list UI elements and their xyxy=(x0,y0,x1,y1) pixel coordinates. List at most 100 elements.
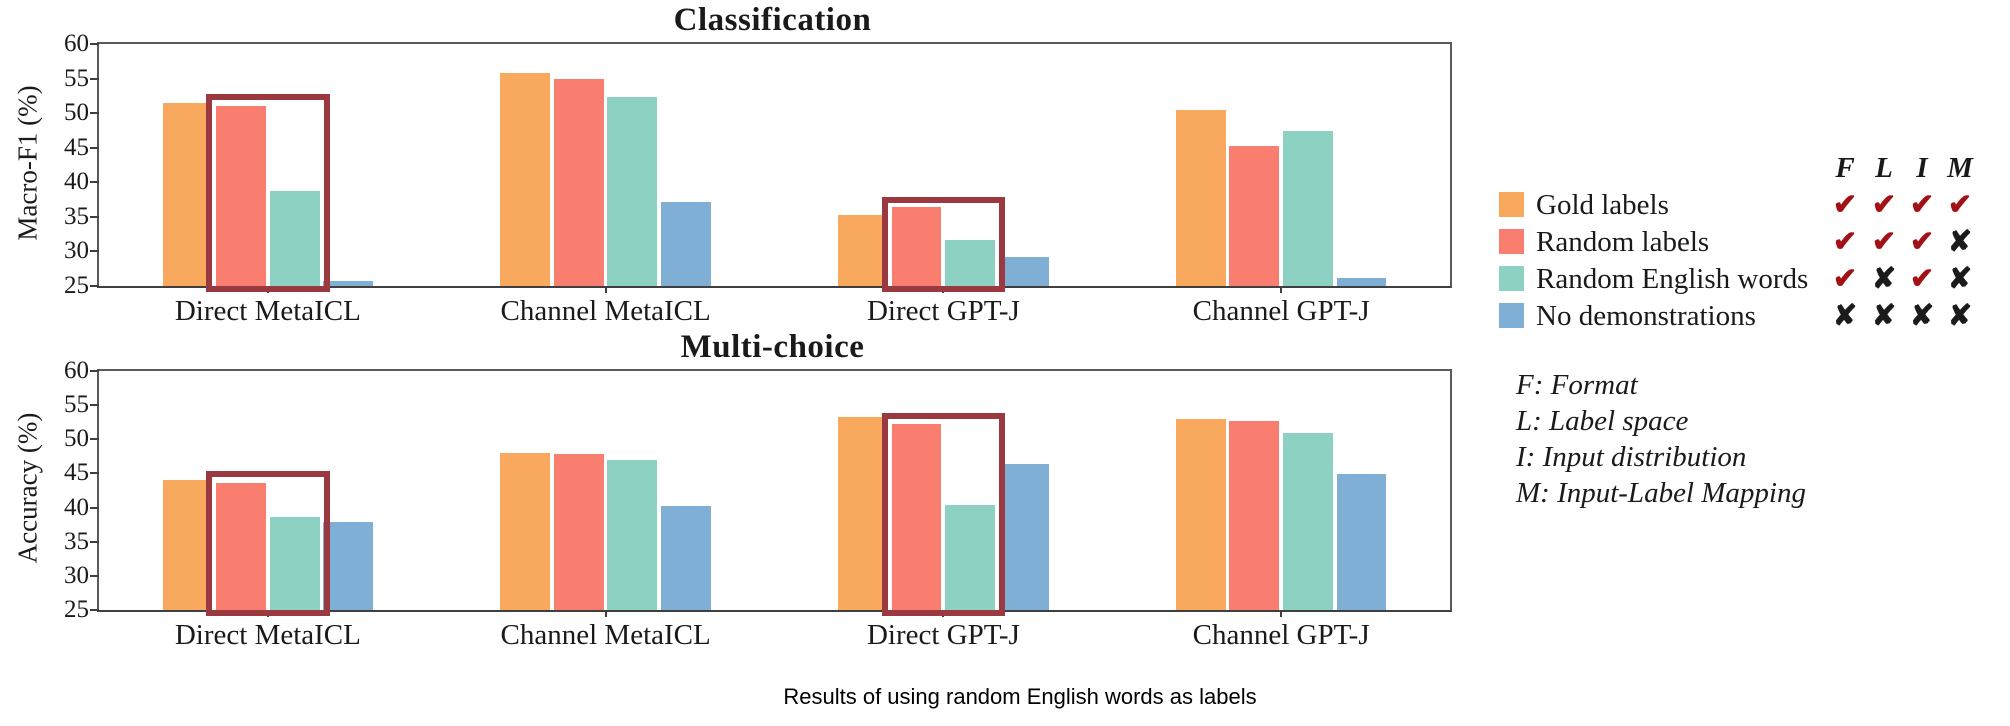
legend-note: L: Label space xyxy=(1516,405,1689,437)
bar-random-english-words xyxy=(269,517,320,610)
cross-mark-icon: ✘ xyxy=(1947,263,1973,295)
bar-random-labels xyxy=(216,482,266,610)
x-tick-mark xyxy=(1280,610,1283,617)
check-mark-icon: ✔ xyxy=(1909,263,1935,295)
x-category-label: Channel MetaICL xyxy=(500,295,711,327)
x-category-label: Channel GPT-J xyxy=(1192,295,1370,327)
bar-no-demonstrations xyxy=(998,256,1049,286)
y-tick-label: 40 xyxy=(64,493,89,521)
legend-item: Gold labels ✔ ✔ ✔ ✔ xyxy=(0,188,2010,222)
y-tick-label: 35 xyxy=(64,527,89,555)
y-tick-mark xyxy=(90,574,99,577)
cross-mark-icon: ✘ xyxy=(1947,226,1973,258)
y-tick-label: 25 xyxy=(64,272,89,299)
legend-column-header-f: F xyxy=(1835,152,1855,184)
y-tick-mark xyxy=(90,146,99,149)
y-tick-label: 60 xyxy=(64,357,89,384)
legend-item-label: Gold labels xyxy=(1536,189,1669,221)
y-tick-mark xyxy=(90,77,99,80)
x-category-label: Channel GPT-J xyxy=(1192,619,1370,651)
highlight-box xyxy=(206,471,330,616)
legend-column-header-i: I xyxy=(1916,152,1928,184)
legend-swatch xyxy=(1499,303,1524,328)
x-tick-mark xyxy=(604,286,607,293)
bar-random-labels xyxy=(891,207,942,286)
bar-no-demonstrations xyxy=(661,505,711,610)
x-tick-mark xyxy=(1280,286,1283,293)
y-tick-mark xyxy=(90,43,99,45)
legend-swatch xyxy=(1499,229,1524,254)
bar-no-demonstrations xyxy=(661,202,711,286)
bar-no-demonstrations xyxy=(323,281,374,286)
legend-column-header-m: M xyxy=(1947,152,1973,184)
plot-area-multi-choice: 60 55 50 45 40 35 30 25 Direct MetaICL Channel Me… xyxy=(64,358,1452,651)
bar-random-labels xyxy=(1229,420,1280,610)
highlight-box xyxy=(881,413,1006,616)
x-category-label: Channel MetaICL xyxy=(500,619,711,651)
check-mark-icon: ✔ xyxy=(1947,189,1973,221)
bar-random-english-words xyxy=(945,504,996,610)
bar-no-demonstrations xyxy=(323,521,374,610)
y-tick-label: 45 xyxy=(64,459,89,487)
bar-gold-labels xyxy=(500,73,551,286)
x-tick-mark xyxy=(942,610,945,617)
check-mark-icon: ✔ xyxy=(1832,263,1858,295)
y-tick-label: 25 xyxy=(64,596,89,623)
y-tick-label: 35 xyxy=(64,202,89,230)
bar-random-labels xyxy=(216,106,266,286)
legend-note: F: Format xyxy=(1516,369,1638,401)
bar-gold-labels xyxy=(162,102,213,286)
legend-note: I: Input distribution xyxy=(1516,441,1747,473)
cross-mark-icon: ✘ xyxy=(1947,300,1973,332)
y-tick-mark xyxy=(90,250,99,253)
y-tick-label: 55 xyxy=(64,391,89,419)
y-tick-label: 50 xyxy=(64,425,89,453)
bar-gold-labels xyxy=(500,452,551,610)
check-mark-icon: ✔ xyxy=(1832,226,1858,258)
y-tick-mark xyxy=(90,609,99,611)
y-tick-label: 60 xyxy=(64,30,89,57)
legend-item: Random labels ✔ ✔ ✔ ✘ xyxy=(0,225,2010,259)
bar-random-labels xyxy=(891,424,942,610)
bar-random-english-words xyxy=(1282,433,1333,610)
chart-title-multi-choice: Multi-choice xyxy=(680,329,865,365)
legend-swatch xyxy=(1499,192,1524,217)
legend-item-label: No demonstrations xyxy=(1536,300,1756,332)
y-axis-label-macro-f1: Macro-F1 (%) xyxy=(12,85,43,241)
y-tick-mark xyxy=(90,370,99,372)
check-mark-icon: ✔ xyxy=(1871,226,1897,258)
check-mark-icon: ✔ xyxy=(1832,189,1858,221)
bar-random-english-words xyxy=(607,460,658,610)
y-tick-mark xyxy=(90,112,99,115)
bar-random-english-words xyxy=(607,96,658,286)
highlight-box xyxy=(206,93,330,292)
bar-no-demonstrations xyxy=(998,463,1049,610)
x-tick-mark xyxy=(604,610,607,617)
bar-random-english-words xyxy=(269,191,320,286)
legend-item: No demonstrations ✘ ✘ ✘ ✘ xyxy=(0,299,2010,333)
bar-random-labels xyxy=(1229,145,1280,286)
x-tick-mark xyxy=(266,286,269,293)
bar-gold-labels xyxy=(162,480,213,610)
legend-notes: F: Format L: Label space I: Input distribu… xyxy=(1516,367,1806,511)
y-tick-mark xyxy=(90,404,99,407)
legend-item: Random English words ✔ ✘ ✔ ✘ xyxy=(0,262,2010,296)
check-mark-icon: ✔ xyxy=(1909,189,1935,221)
y-axis-label-accuracy: Accuracy (%) xyxy=(12,412,43,564)
y-tick-label: 40 xyxy=(64,168,89,196)
cross-mark-icon: ✘ xyxy=(1909,300,1935,332)
bar-random-labels xyxy=(553,454,604,610)
y-tick-label: 30 xyxy=(64,237,89,265)
x-category-label: Direct GPT-J xyxy=(866,295,1020,327)
y-tick-mark xyxy=(90,472,99,475)
bar-random-english-words xyxy=(945,240,996,286)
figure-caption: Results of using random English words as… xyxy=(783,684,1257,709)
legend-item-label: Random labels xyxy=(1536,226,1710,258)
y-tick-mark xyxy=(90,215,99,218)
legend-column-header-l: L xyxy=(1875,152,1893,184)
legend-swatch xyxy=(1499,266,1524,291)
